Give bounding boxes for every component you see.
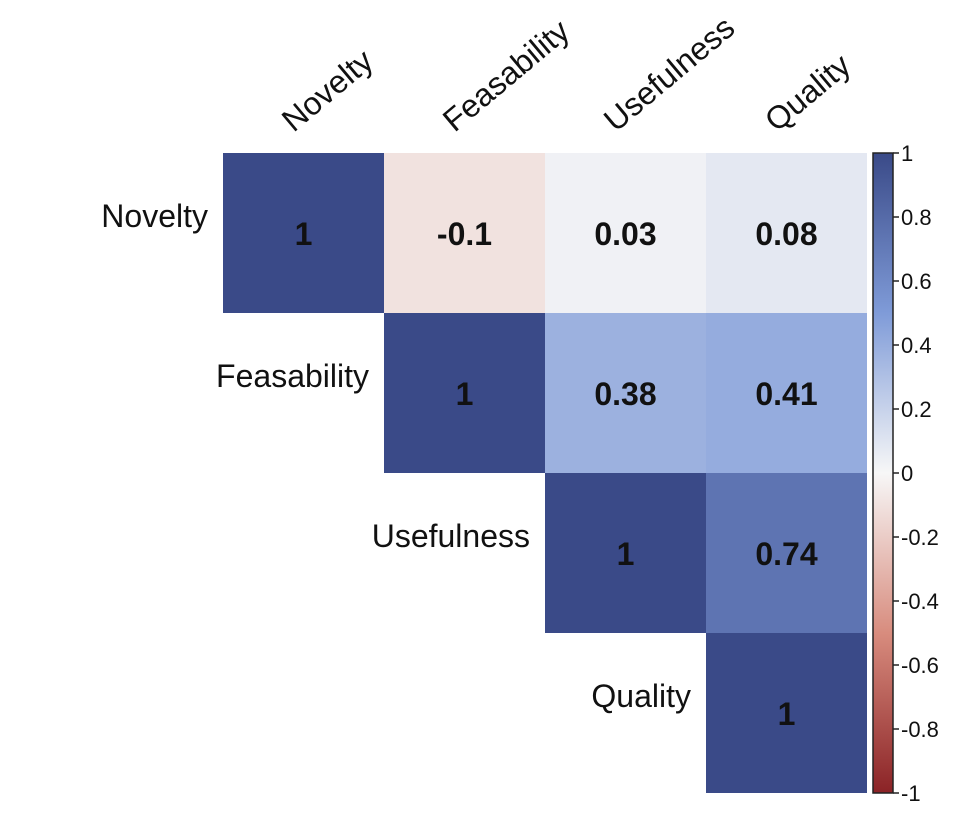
heatmap-cell-labels: 1 -0.1 0.03 0.08 1 0.38 0.41 1 0.74 1 (295, 216, 818, 732)
column-label: Feasability (436, 12, 576, 138)
heatmap-cells (223, 153, 867, 793)
colorbar-tick-label: -0.8 (901, 717, 939, 742)
colorbar-tick-label: 0.8 (901, 205, 932, 230)
colorbar-tick-label: 0.4 (901, 333, 932, 358)
cell-value-label: 0.03 (594, 216, 656, 252)
colorbar-tick-label: 0.6 (901, 269, 932, 294)
column-labels: Novelty Feasability Usefulness Quality (275, 9, 857, 138)
cell-value-label: 1 (778, 696, 796, 732)
row-label: Feasability (216, 358, 369, 394)
heatmap-cell (706, 313, 867, 473)
heatmap-cell (706, 473, 867, 633)
cell-value-label: 1 (295, 216, 313, 252)
cell-value-label: 1 (617, 536, 635, 572)
cell-value-label: 0.74 (755, 536, 817, 572)
cell-value-label: 0.38 (594, 376, 656, 412)
heatmap-cell (545, 153, 706, 313)
heatmap-cell (223, 153, 384, 313)
row-labels: Novelty Feasability Usefulness Quality (101, 198, 691, 714)
colorbar-ticks: 1 0.8 0.6 0.4 0.2 0 -0.2 -0.4 -0.6 -0.8 -1 (893, 141, 939, 806)
colorbar-gradient (872, 152, 894, 794)
row-label: Quality (591, 678, 691, 714)
heatmap-cell (706, 633, 867, 793)
heatmap-cell (545, 473, 706, 633)
colorbar-tick-label: -0.4 (901, 589, 939, 614)
colorbar: 1 0.8 0.6 0.4 0.2 0 -0.2 -0.4 -0.6 -0.8 -1 (872, 141, 939, 806)
cell-value-label: 0.08 (755, 216, 817, 252)
heatmap-cell (384, 313, 545, 473)
colorbar-tick-label: 0.2 (901, 397, 932, 422)
heatmap-cell (706, 153, 867, 313)
column-label: Usefulness (597, 9, 741, 138)
cell-value-label: 1 (456, 376, 474, 412)
row-label: Novelty (101, 198, 208, 234)
heatmap-cell (545, 313, 706, 473)
column-label: Novelty (275, 42, 380, 138)
colorbar-tick-label: 1 (901, 141, 913, 166)
colorbar-tick-label: 0 (901, 461, 913, 486)
colorbar-tick-label: -1 (901, 781, 921, 806)
cell-value-label: -0.1 (437, 216, 492, 252)
heatmap-cell (384, 153, 545, 313)
colorbar-tick-label: -0.6 (901, 653, 939, 678)
colorbar-tick-label: -0.2 (901, 525, 939, 550)
cell-value-label: 0.41 (755, 376, 817, 412)
row-label: Usefulness (372, 518, 530, 554)
column-label: Quality (758, 47, 857, 139)
